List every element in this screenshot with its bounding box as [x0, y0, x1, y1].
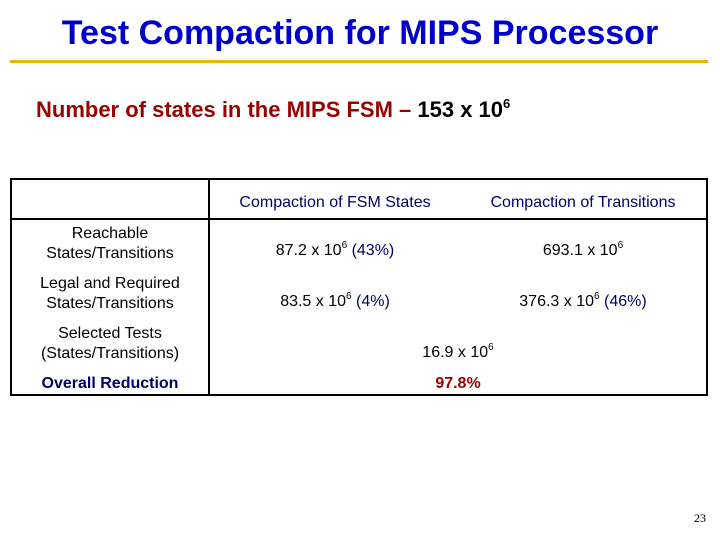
table-border-top: [10, 178, 708, 180]
row-label-line: Reachable: [71, 225, 149, 242]
row-label-line: (States/Transitions): [40, 345, 180, 362]
subtitle-exponent: 6: [503, 96, 511, 111]
cell-exponent: 6: [488, 342, 494, 353]
table-border-bottom: [10, 394, 708, 396]
table-border-right: [706, 178, 708, 396]
cell-exponent: 6: [594, 291, 600, 302]
cell-reachable-transitions: 693.1 x 106: [460, 236, 706, 261]
slide-title: Test Compaction for MIPS Processor: [61, 14, 659, 52]
cell-overall-reduction: 97.8%: [435, 375, 481, 392]
subtitle-number: 153 x 10: [417, 97, 504, 122]
cell-percent: (4%): [356, 293, 390, 310]
row-label-reachable: Reachable States/Transitions: [12, 224, 208, 264]
row-label-line: Selected Tests: [58, 325, 162, 342]
subtitle-text: Number of states in the MIPS FSM –: [36, 97, 418, 122]
slide-subtitle: Number of states in the MIPS FSM – 153 x…: [36, 96, 510, 123]
cell-percent: (46%): [604, 293, 647, 310]
cell-legal-transitions: 376.3 x 106 (46%): [460, 287, 706, 312]
cell-value: 693.1 x 10: [542, 242, 618, 259]
table-header-divider: [10, 218, 708, 220]
header-fsm-states: Compaction of FSM States: [239, 194, 431, 211]
row-label-line: Legal and Required: [40, 275, 180, 292]
cell-exponent: 6: [341, 240, 348, 251]
row-label-legal-required: Legal and Required States/Transitions: [12, 274, 208, 314]
row-label-overall-reduction: Overall Reduction: [41, 375, 179, 392]
title-underline: [10, 60, 708, 63]
cell-legal-states: 83.5 x 106 (4%): [210, 287, 460, 312]
page-number: 23: [694, 511, 706, 525]
cell-value: 83.5 x 10: [280, 293, 347, 310]
row-label-selected-tests: Selected Tests (States/Transitions): [12, 324, 208, 364]
table-column-divider: [208, 178, 210, 396]
cell-value: 87.2 x 10: [275, 242, 342, 259]
cell-reachable-states: 87.2 x 106 (43%): [210, 236, 460, 261]
row-label-line: States/Transitions: [46, 295, 174, 312]
cell-exponent: 6: [617, 240, 624, 251]
table-border-left: [10, 178, 12, 396]
cell-value: 376.3 x 10: [519, 293, 595, 310]
row-label-line: States/Transitions: [46, 245, 174, 262]
cell-value: 16.9 x 10: [422, 344, 489, 361]
compaction-table: Compaction of FSM States Compaction of T…: [10, 178, 708, 396]
cell-selected-tests: 16.9 x 106: [210, 338, 706, 363]
cell-percent: (43%): [351, 242, 395, 259]
header-transitions: Compaction of Transitions: [490, 194, 676, 211]
cell-exponent: 6: [346, 291, 352, 302]
